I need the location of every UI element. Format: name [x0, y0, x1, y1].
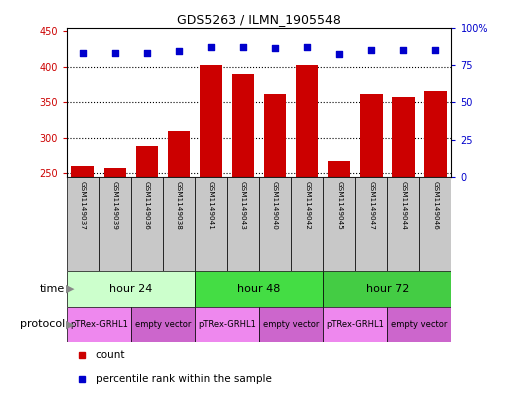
Point — [175, 48, 183, 55]
Point — [399, 47, 407, 53]
Bar — [323, 177, 355, 271]
Bar — [67, 307, 131, 342]
Title: GDS5263 / ILMN_1905548: GDS5263 / ILMN_1905548 — [177, 13, 341, 26]
Bar — [360, 94, 383, 351]
Bar — [328, 161, 350, 351]
Point — [335, 51, 343, 57]
Bar — [168, 131, 190, 351]
Text: protocol: protocol — [20, 319, 65, 329]
Point — [271, 45, 279, 51]
Bar — [227, 177, 259, 271]
Text: hour 48: hour 48 — [238, 284, 281, 294]
Text: hour 24: hour 24 — [109, 284, 152, 294]
Point — [111, 50, 119, 56]
Text: empty vector: empty vector — [391, 320, 447, 329]
Text: pTRex-GRHL1: pTRex-GRHL1 — [198, 320, 256, 329]
Text: GSM1149036: GSM1149036 — [144, 181, 150, 230]
Text: GSM1149038: GSM1149038 — [176, 181, 182, 230]
Bar — [131, 177, 163, 271]
Bar — [264, 94, 286, 351]
Text: GSM1149043: GSM1149043 — [240, 181, 246, 230]
Bar — [135, 146, 158, 351]
Point — [239, 44, 247, 50]
Text: count: count — [95, 350, 125, 360]
Text: time: time — [40, 284, 65, 294]
Bar — [392, 97, 415, 351]
Bar — [323, 307, 387, 342]
Text: hour 72: hour 72 — [366, 284, 409, 294]
Point — [303, 44, 311, 50]
Text: GSM1149039: GSM1149039 — [112, 181, 118, 230]
Text: ▶: ▶ — [66, 284, 74, 294]
Text: empty vector: empty vector — [135, 320, 191, 329]
Bar — [195, 177, 227, 271]
Text: GSM1149037: GSM1149037 — [80, 181, 86, 230]
Bar — [355, 177, 387, 271]
Bar — [131, 307, 195, 342]
Bar — [420, 177, 451, 271]
Bar — [200, 65, 222, 351]
Text: pTRex-GRHL1: pTRex-GRHL1 — [326, 320, 384, 329]
Bar — [291, 177, 323, 271]
Point — [431, 47, 440, 53]
Point — [78, 50, 87, 56]
Text: empty vector: empty vector — [263, 320, 319, 329]
Bar — [387, 177, 420, 271]
Bar — [71, 166, 94, 351]
Text: percentile rank within the sample: percentile rank within the sample — [95, 374, 271, 384]
Point — [207, 44, 215, 50]
Bar — [98, 177, 131, 271]
Point — [367, 47, 376, 53]
Point — [143, 50, 151, 56]
Text: GSM1149044: GSM1149044 — [400, 181, 406, 230]
Bar — [104, 167, 126, 351]
Bar — [195, 271, 323, 307]
Bar — [67, 177, 98, 271]
Bar — [323, 271, 451, 307]
Text: GSM1149047: GSM1149047 — [368, 181, 374, 230]
Text: ▶: ▶ — [66, 319, 74, 329]
Text: pTRex-GRHL1: pTRex-GRHL1 — [70, 320, 128, 329]
Bar — [259, 307, 323, 342]
Bar — [387, 307, 451, 342]
Bar — [424, 91, 447, 351]
Bar — [195, 307, 259, 342]
Text: GSM1149040: GSM1149040 — [272, 181, 278, 230]
Text: GSM1149046: GSM1149046 — [432, 181, 439, 230]
Bar — [67, 271, 195, 307]
Bar — [163, 177, 195, 271]
Bar — [232, 74, 254, 351]
Text: GSM1149041: GSM1149041 — [208, 181, 214, 230]
Text: GSM1149045: GSM1149045 — [336, 181, 342, 230]
Bar — [259, 177, 291, 271]
Bar — [296, 65, 319, 351]
Text: GSM1149042: GSM1149042 — [304, 181, 310, 230]
